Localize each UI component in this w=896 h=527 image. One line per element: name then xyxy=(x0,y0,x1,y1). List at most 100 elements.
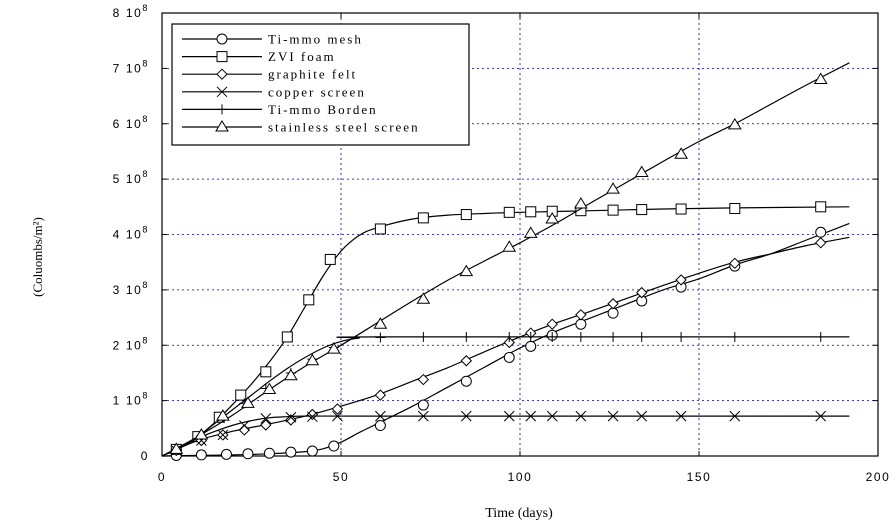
data-point-copper-screen xyxy=(238,420,250,431)
data-point-zvi-foam xyxy=(460,209,472,221)
data-point-ti-mmo-mesh xyxy=(815,226,827,238)
y-tick-exponent: 8 xyxy=(142,114,149,124)
legend-swatch-marker xyxy=(215,120,229,132)
series-stainless-steel-screen xyxy=(161,62,850,457)
data-point-graphite-felt xyxy=(331,403,344,415)
data-point-stainless-steel-screen xyxy=(194,427,209,440)
data-point-graphite-felt xyxy=(815,237,827,249)
y-tick-label: 8 108 xyxy=(113,3,149,20)
data-point-copper-screen xyxy=(332,410,343,422)
data-point-ti-mmo-mesh xyxy=(460,375,472,387)
legend-label: ZVI foam xyxy=(268,49,336,64)
data-point-stainless-steel-screen xyxy=(813,72,828,84)
data-point-ti-mmo-borden xyxy=(608,331,619,342)
data-point-graphite-felt xyxy=(460,355,473,367)
legend-swatch-marker xyxy=(216,68,228,80)
series-layer xyxy=(161,62,850,461)
data-point-zvi-foam xyxy=(503,206,515,218)
legend-swatch-marker xyxy=(216,33,228,45)
data-point-copper-screen xyxy=(815,410,827,422)
data-point-copper-screen xyxy=(375,410,386,422)
data-point-ti-mmo-borden xyxy=(636,331,647,342)
y-tick-label: 3 108 xyxy=(113,280,149,297)
legend-label: Ti-mmo mesh xyxy=(268,32,363,47)
data-point-stainless-steel-screen xyxy=(215,409,230,421)
data-point-copper-screen xyxy=(503,410,515,422)
legend-label: copper screen xyxy=(268,84,366,99)
y-tick-exponent: 8 xyxy=(142,225,149,235)
legend-item-stainless-steel-screen: stainless steel screen xyxy=(182,120,418,135)
legend-swatch-marker xyxy=(216,86,228,98)
x-tick-label: 50 xyxy=(333,470,350,484)
data-point-ti-mmo-mesh xyxy=(263,447,275,459)
data-point-graphite-felt xyxy=(374,389,387,401)
axis-tick-marks xyxy=(161,12,879,457)
data-point-graphite-felt xyxy=(260,419,272,431)
data-point-ti-mmo-borden xyxy=(815,331,826,342)
data-point-zvi-foam xyxy=(675,203,687,215)
data-point-stainless-steel-screen xyxy=(523,226,538,238)
y-tick-exponent: 8 xyxy=(142,391,149,401)
data-point-graphite-felt xyxy=(675,274,687,286)
y-tick-exponent: 8 xyxy=(142,58,149,68)
data-point-ti-mmo-borden xyxy=(461,331,472,342)
data-point-stainless-steel-screen xyxy=(502,240,517,252)
data-point-zvi-foam xyxy=(235,389,247,401)
data-point-ti-mmo-borden xyxy=(729,331,740,342)
data-point-copper-screen xyxy=(675,410,687,422)
legend-swatch-marker xyxy=(217,104,227,115)
y-tick-label: 5 108 xyxy=(113,169,149,186)
data-point-copper-screen xyxy=(417,410,429,422)
data-point-graphite-felt xyxy=(306,408,319,421)
data-point-zvi-foam xyxy=(607,204,619,216)
data-point-copper-screen xyxy=(460,410,472,422)
data-point-ti-mmo-borden xyxy=(676,331,687,342)
data-point-zvi-foam xyxy=(374,223,386,235)
data-point-ti-mmo-mesh xyxy=(525,340,537,352)
data-point-copper-screen xyxy=(217,429,229,441)
data-point-ti-mmo-borden xyxy=(504,331,515,342)
data-point-copper-screen xyxy=(546,410,558,422)
data-point-stainless-steel-screen xyxy=(416,292,431,304)
legend-label: graphite felt xyxy=(268,67,357,82)
y-tick-exponent: 8 xyxy=(142,169,149,179)
y-tick-label: 6 108 xyxy=(113,114,149,131)
data-point-ti-mmo-mesh xyxy=(328,440,340,452)
data-point-zvi-foam xyxy=(324,253,336,265)
data-point-copper-screen xyxy=(307,411,318,423)
data-point-ti-mmo-mesh xyxy=(607,307,619,319)
data-point-stainless-steel-screen xyxy=(262,382,277,395)
y-tick-exponent: 8 xyxy=(142,3,149,13)
data-point-stainless-steel-screen xyxy=(674,147,688,159)
series-copper-screen xyxy=(161,410,850,457)
data-point-ti-mmo-mesh xyxy=(306,445,318,457)
x-tick-label: 0 xyxy=(158,470,166,484)
data-point-ti-mmo-mesh xyxy=(285,446,297,458)
data-point-stainless-steel-screen xyxy=(305,353,320,366)
data-point-copper-screen xyxy=(260,412,272,424)
data-point-stainless-steel-screen xyxy=(634,165,649,177)
y-tick-exponent: 8 xyxy=(142,280,149,290)
legend-item-copper-screen: copper screen xyxy=(182,84,366,99)
legend-item-ti-mmo-mesh: Ti-mmo mesh xyxy=(182,32,363,47)
y-axis-tick-labels: 0 1 108 2 108 3 108 4 108 5 108 6 108 7 108 8 10… xyxy=(113,3,149,463)
data-point-zvi-foam xyxy=(815,201,827,213)
y-tick-label: 1 108 xyxy=(113,391,149,408)
y-tick-label: 0 xyxy=(141,449,149,463)
x-axis-tick-labels: 0 50 100 150 200 xyxy=(158,470,889,484)
series-ti-mmo-mesh xyxy=(161,222,850,461)
y-tick-exponent: 8 xyxy=(142,335,149,345)
data-point-graphite-felt xyxy=(503,336,515,349)
data-point-ti-mmo-mesh xyxy=(503,351,515,363)
data-point-stainless-steel-screen xyxy=(545,212,560,224)
data-point-copper-screen xyxy=(636,410,648,422)
data-point-graphite-felt xyxy=(729,257,741,270)
data-point-copper-screen xyxy=(729,410,741,422)
data-point-zvi-foam xyxy=(525,206,537,218)
data-point-graphite-felt xyxy=(575,309,587,321)
grid-lines xyxy=(162,13,878,456)
data-point-ti-mmo-mesh xyxy=(195,449,207,461)
data-point-copper-screen xyxy=(575,410,587,422)
data-point-graphite-felt xyxy=(546,318,558,330)
